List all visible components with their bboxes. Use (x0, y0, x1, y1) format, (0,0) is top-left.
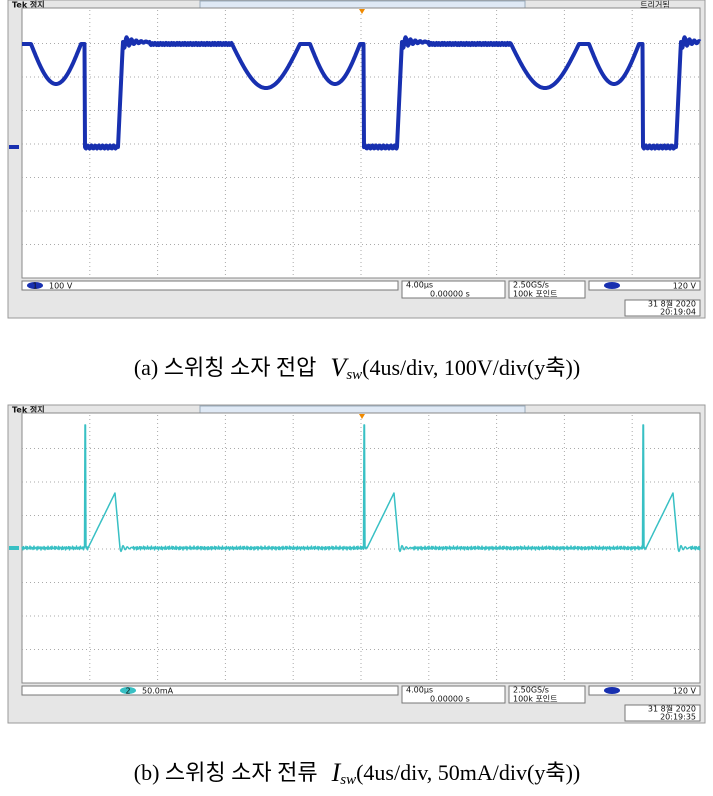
caption-label: (a) 스위칭 소자 전압 (134, 355, 317, 380)
date: 31 8월 2020 (648, 299, 696, 309)
position: 0.00000 s (430, 695, 470, 704)
ground-marker (9, 145, 19, 149)
top-bar-center (199, 0, 526, 9)
acq-box (508, 685, 586, 704)
record-length: 100k 포인트 (513, 694, 558, 704)
channel-scale: 100 V (49, 282, 73, 291)
trigger-box (588, 280, 701, 291)
caption-symbol: I (331, 758, 342, 787)
position: 0.00000 s (430, 290, 470, 299)
status: Tek 정지 (12, 405, 45, 415)
timebase: 4.00µs (406, 281, 433, 290)
trigger-oval (604, 687, 620, 694)
channel-oval (120, 687, 136, 694)
caption: (a) 스위칭 소자 전압 Vsw(4us/div, 100V/div(y축)) (134, 353, 580, 383)
channel-box (21, 685, 399, 696)
ground-marker (9, 546, 19, 550)
trigger-state: 트리거됨 (640, 1, 669, 10)
acq-box (508, 280, 586, 299)
trigger-level: 120 V (673, 282, 697, 291)
caption-detail: (4us/div, 50mA/div(y축)) (356, 760, 580, 785)
channel-scale: 50.0mA (142, 687, 174, 696)
date-box (624, 299, 701, 317)
trigger-marker (359, 414, 365, 419)
top-bar-center (199, 405, 526, 414)
sample-rate: 2.50GS/s (513, 686, 549, 695)
record-length: 100k 포인트 (513, 289, 558, 299)
waveform (20, 35, 702, 151)
time: 20:19:04 (660, 308, 696, 317)
caption-subscript: sw (340, 772, 356, 788)
trigger-level: 120 V (673, 687, 697, 696)
caption-subscript: sw (346, 367, 362, 383)
status: Tek 정지 (12, 0, 45, 10)
channel-number: 1 (32, 282, 37, 291)
timebase: 4.00µs (406, 686, 433, 695)
trigger-box (588, 685, 701, 696)
sample-rate: 2.50GS/s (513, 281, 549, 290)
time: 20:19:35 (660, 713, 696, 722)
trigger-marker (359, 9, 365, 14)
channel-number: 2 (125, 687, 130, 696)
timebase-box (401, 280, 506, 299)
channel-box (21, 280, 399, 291)
caption: (b) 스위칭 소자 전류 Isw(4us/div, 50mA/div(y축)) (134, 758, 581, 788)
caption-detail: (4us/div, 100V/div(y축)) (362, 355, 580, 380)
caption-symbol: V (330, 353, 349, 382)
channel-oval (27, 282, 43, 289)
date-box (624, 704, 701, 722)
trigger-oval (604, 282, 620, 289)
caption-label: (b) 스위칭 소자 전류 (134, 760, 318, 785)
waveform (21, 424, 701, 553)
date: 31 8월 2020 (648, 704, 696, 714)
timebase-box (401, 685, 506, 704)
